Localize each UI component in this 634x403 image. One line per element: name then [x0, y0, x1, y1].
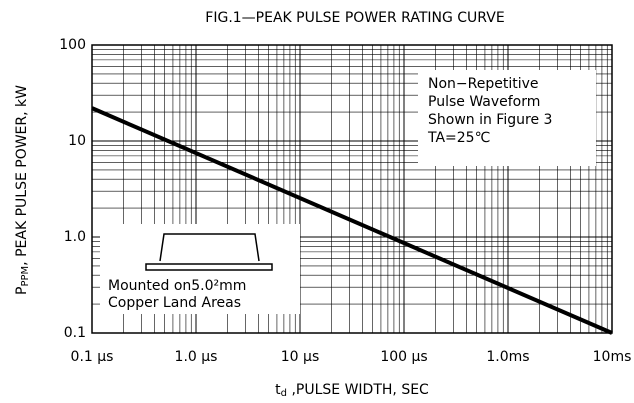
y-tick-label: 1.0 [64, 229, 86, 245]
x-tick-label: 1.0 µs [175, 349, 218, 365]
x-tick-label: 10 µs [281, 349, 319, 365]
chart-title: FIG.1—PEAK PULSE POWER RATING CURVE [205, 10, 504, 26]
y-tick-label: 10 [68, 133, 86, 149]
y-tick-label: 0.1 [64, 325, 86, 341]
x-tick-label: 1.0ms [486, 349, 529, 365]
y-label-text: , PEAK PULSE POWER, kW [14, 85, 30, 266]
annotation-text: Copper Land Areas [108, 295, 241, 311]
x-tick-label: 0.1 µs [71, 349, 114, 365]
y-label-subscript: PPM [20, 266, 31, 287]
x-label-subscript: d [281, 388, 287, 399]
x-tick-label: 10ms [593, 349, 632, 365]
annotation-text: TA=25℃ [427, 130, 490, 146]
annotation-text: Non−Repetitive [428, 76, 539, 92]
y-axis-label: PPPM, PEAK PULSE POWER, kW [14, 85, 31, 295]
annotation-box [100, 224, 300, 314]
annotation-text: Mounted on5.0²mm [108, 278, 246, 294]
x-label-text: ,PULSE WIDTH, SEC [287, 382, 429, 398]
y-tick-label: 100 [59, 37, 86, 53]
mount-icon [145, 263, 273, 271]
annotation-box [418, 70, 596, 166]
plot-frame [91, 44, 613, 334]
annotation-text: Pulse Waveform [428, 94, 540, 110]
x-label-symbol: t [275, 382, 281, 398]
y-label-symbol: P [14, 287, 30, 295]
annotation-text: Shown in Figure 3 [428, 112, 552, 128]
x-axis-label: td ,PULSE WIDTH, SEC [275, 382, 429, 399]
x-tick-label: 100 µs [380, 349, 427, 365]
mount-icon [159, 233, 260, 262]
data-line [91, 106, 613, 335]
